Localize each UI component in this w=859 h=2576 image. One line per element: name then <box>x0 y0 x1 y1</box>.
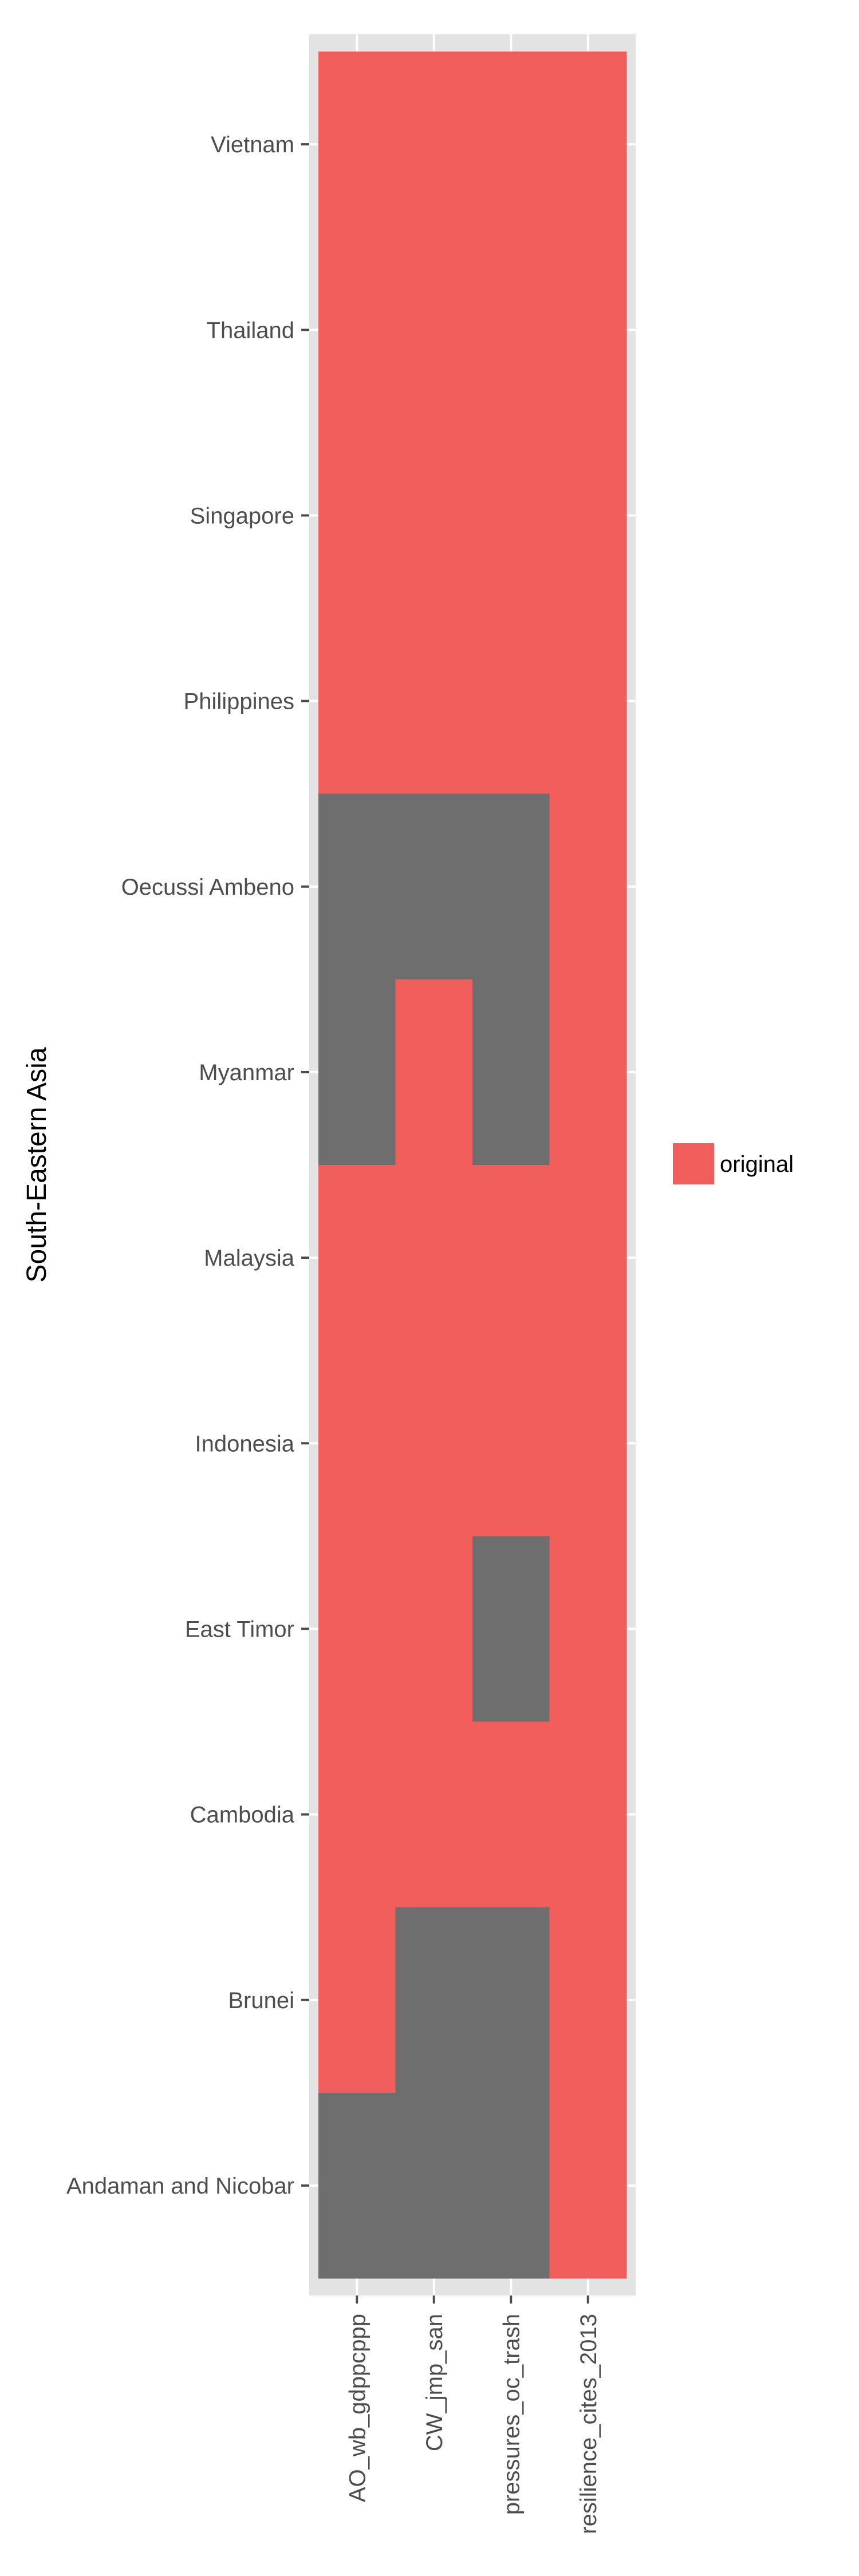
heatmap-cell <box>549 979 627 1165</box>
y-axis: Vietnam Thailand Singapore Philippines Oecus… <box>66 132 309 2199</box>
heatmap-cell <box>395 793 473 980</box>
heatmap-cell <box>549 237 627 423</box>
y-axis-title: South-Eastern Asia <box>22 1047 52 1282</box>
heatmap-cell <box>395 1721 473 1908</box>
heatmap-cell <box>318 1907 396 2093</box>
heatmap-cell <box>549 608 627 795</box>
x-tick-label: CW_jmp_san <box>422 2314 447 2451</box>
heatmap-cell <box>472 1907 550 2093</box>
heatmap-cell <box>395 2092 473 2279</box>
heatmap-cell <box>395 237 473 423</box>
heatmap-cell <box>318 1165 396 1351</box>
y-tick-label: Vietnam <box>211 132 294 157</box>
heatmap-cell <box>549 52 627 238</box>
heatmap-cell <box>395 1536 473 1722</box>
heatmap-cell <box>472 422 550 609</box>
heatmap-cell <box>472 1165 550 1351</box>
heatmap-cell <box>395 1907 473 2093</box>
y-tick-label: Singapore <box>190 503 294 528</box>
heatmap-cell <box>472 2092 550 2279</box>
x-tick-label: resilience_cites_2013 <box>576 2314 601 2534</box>
heatmap-cell <box>318 1721 396 1908</box>
y-tick-label: East Timor <box>185 1617 294 1642</box>
heatmap-cell <box>549 1536 627 1722</box>
heatmap-cell <box>318 793 396 980</box>
heatmap-cell <box>318 608 396 795</box>
heatmap-cell <box>472 237 550 423</box>
heatmap-cell <box>395 52 473 238</box>
heatmap-cell <box>318 237 396 423</box>
legend: original <box>673 1143 794 1184</box>
heatmap-cell <box>395 608 473 795</box>
legend-label: original <box>720 1152 794 1177</box>
x-axis: AO_wb_gdppcppp CW_jmp_san pressures_oc_tra… <box>345 2296 601 2534</box>
y-tick-label: Brunei <box>228 1988 294 2013</box>
y-tick-label: Andaman and Nicobar <box>66 2174 294 2199</box>
heatmap-cell <box>318 52 396 238</box>
heatmap-cell <box>549 1165 627 1351</box>
heatmap-cell <box>549 793 627 980</box>
heatmap-cell <box>472 979 550 1165</box>
x-tick-label: pressures_oc_trash <box>499 2314 524 2515</box>
x-tick-label: AO_wb_gdppcppp <box>345 2314 370 2502</box>
heatmap-cell <box>472 1721 550 1908</box>
legend-swatch <box>673 1143 714 1184</box>
heatmap-cell <box>318 1536 396 1722</box>
heatmap-cell <box>472 52 550 238</box>
heatmap-cell <box>549 422 627 609</box>
heatmap-cell <box>472 793 550 980</box>
heatmap-cell <box>395 422 473 609</box>
y-tick-label: Indonesia <box>195 1431 295 1456</box>
heatmap-cell <box>472 608 550 795</box>
y-tick-label: Myanmar <box>199 1060 294 1085</box>
heatmap-cell <box>472 1536 550 1722</box>
y-tick-label: Malaysia <box>204 1246 295 1271</box>
heatmap-cell <box>318 2092 396 2279</box>
heatmap-cell <box>549 1721 627 1908</box>
heatmap-cell <box>549 1907 627 2093</box>
heatmap-cell <box>472 1350 550 1536</box>
heatmap-cell <box>549 2092 627 2279</box>
y-tick-label: Oecussi Ambeno <box>121 875 294 900</box>
heatmap-cell <box>318 979 396 1165</box>
y-tick-label: Thailand <box>207 318 294 343</box>
y-tick-label: Philippines <box>184 689 294 714</box>
heatmap-cell <box>395 1165 473 1351</box>
heatmap-cells <box>318 52 627 2279</box>
heatmap-cell <box>318 422 396 609</box>
heatmap-cell <box>318 1350 396 1536</box>
y-tick-label: Cambodia <box>190 1803 295 1828</box>
heatmap-cell <box>395 1350 473 1536</box>
heatmap-cell <box>395 979 473 1165</box>
heatmap-cell <box>549 1350 627 1536</box>
